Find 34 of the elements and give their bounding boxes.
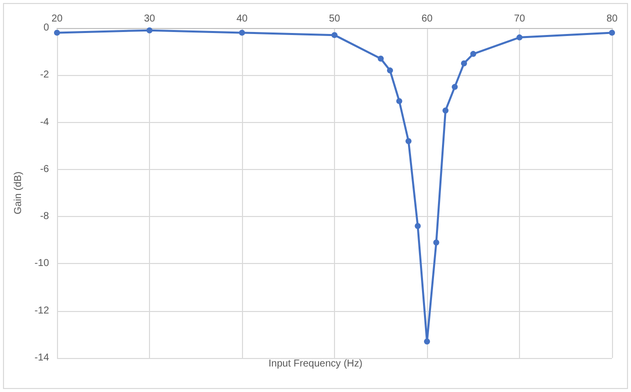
x-tick-label: 30 — [144, 14, 156, 24]
y-axis-title: Gain (dB) — [13, 172, 24, 214]
point — [332, 32, 338, 38]
point — [54, 30, 60, 36]
x-tick-label: 60 — [421, 14, 433, 24]
y-tick-label: 0 — [43, 22, 50, 34]
point — [516, 34, 522, 40]
point — [378, 56, 384, 62]
point — [609, 30, 615, 36]
y-tick-label: -8 — [40, 211, 50, 222]
point — [146, 27, 152, 34]
point — [433, 240, 440, 246]
point — [470, 50, 476, 57]
x-tick-label: 20 — [51, 14, 63, 24]
x-tick-label: 50 — [328, 14, 340, 24]
point — [414, 223, 421, 229]
y-tick-label: -4 — [40, 116, 50, 128]
point — [239, 30, 245, 36]
point — [424, 338, 430, 344]
point — [442, 108, 448, 114]
y-tick-label: -14 — [34, 352, 50, 364]
y-tick-label: -6 — [40, 164, 50, 175]
point — [406, 138, 412, 144]
y-tick-label: -10 — [34, 258, 50, 270]
x-axis-title: Input Frequency (Hz) — [268, 358, 362, 370]
x-tick-label: 70 — [514, 14, 526, 24]
point — [387, 67, 393, 74]
x-tick-label: 40 — [236, 14, 248, 24]
x-tick-label: 80 — [606, 14, 618, 24]
point — [461, 60, 467, 66]
y-tick-label: -2 — [40, 70, 50, 81]
point — [396, 98, 402, 104]
point — [452, 84, 458, 90]
y-tick-label: -12 — [34, 305, 50, 316]
